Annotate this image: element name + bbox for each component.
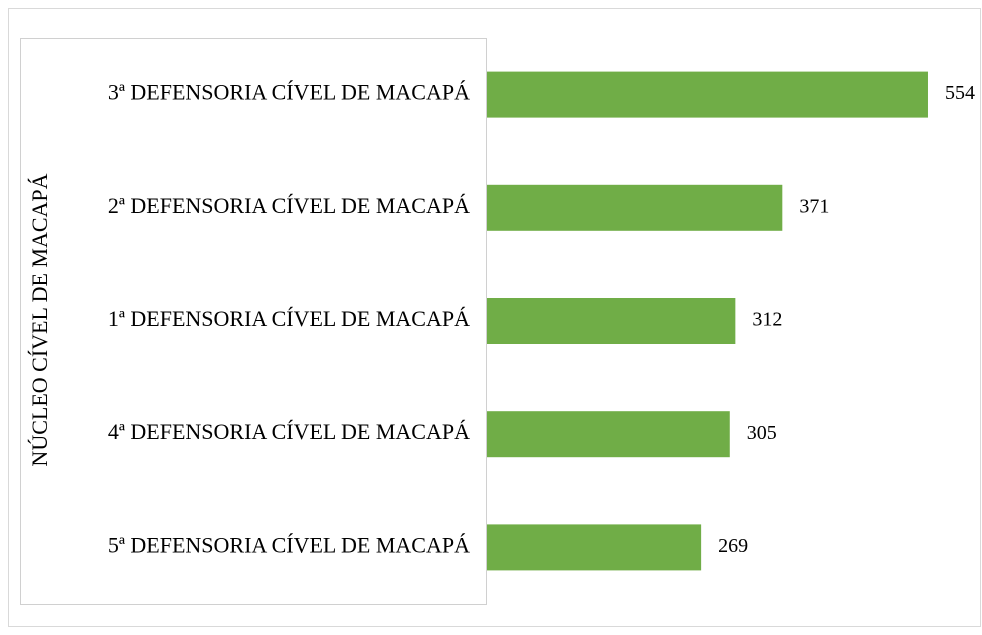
bar [487, 298, 736, 344]
bar [487, 184, 783, 231]
value-label: 554 [945, 82, 975, 104]
category-label: 2ª DEFENSORIA CÍVEL DE MACAPÁ [108, 193, 470, 218]
group-label: NÚCLEO CÍVEL DE MACAPÁ [27, 173, 52, 466]
value-label: 269 [718, 535, 748, 557]
value-label: 312 [752, 309, 782, 331]
category-label: 1ª DEFENSORIA CÍVEL DE MACAPÁ [108, 306, 470, 331]
category-label: 4ª DEFENSORIA CÍVEL DE MACAPÁ [108, 419, 470, 444]
category-label: 5ª DEFENSORIA CÍVEL DE MACAPÁ [108, 532, 470, 557]
value-label: 305 [747, 422, 777, 444]
bar [487, 71, 928, 118]
value-label: 371 [799, 195, 829, 217]
bar [487, 411, 730, 458]
bar [487, 524, 702, 571]
chart-frame [8, 8, 981, 627]
category-panel [20, 38, 487, 605]
category-label: 3ª DEFENSORIA CÍVEL DE MACAPÁ [108, 80, 470, 105]
